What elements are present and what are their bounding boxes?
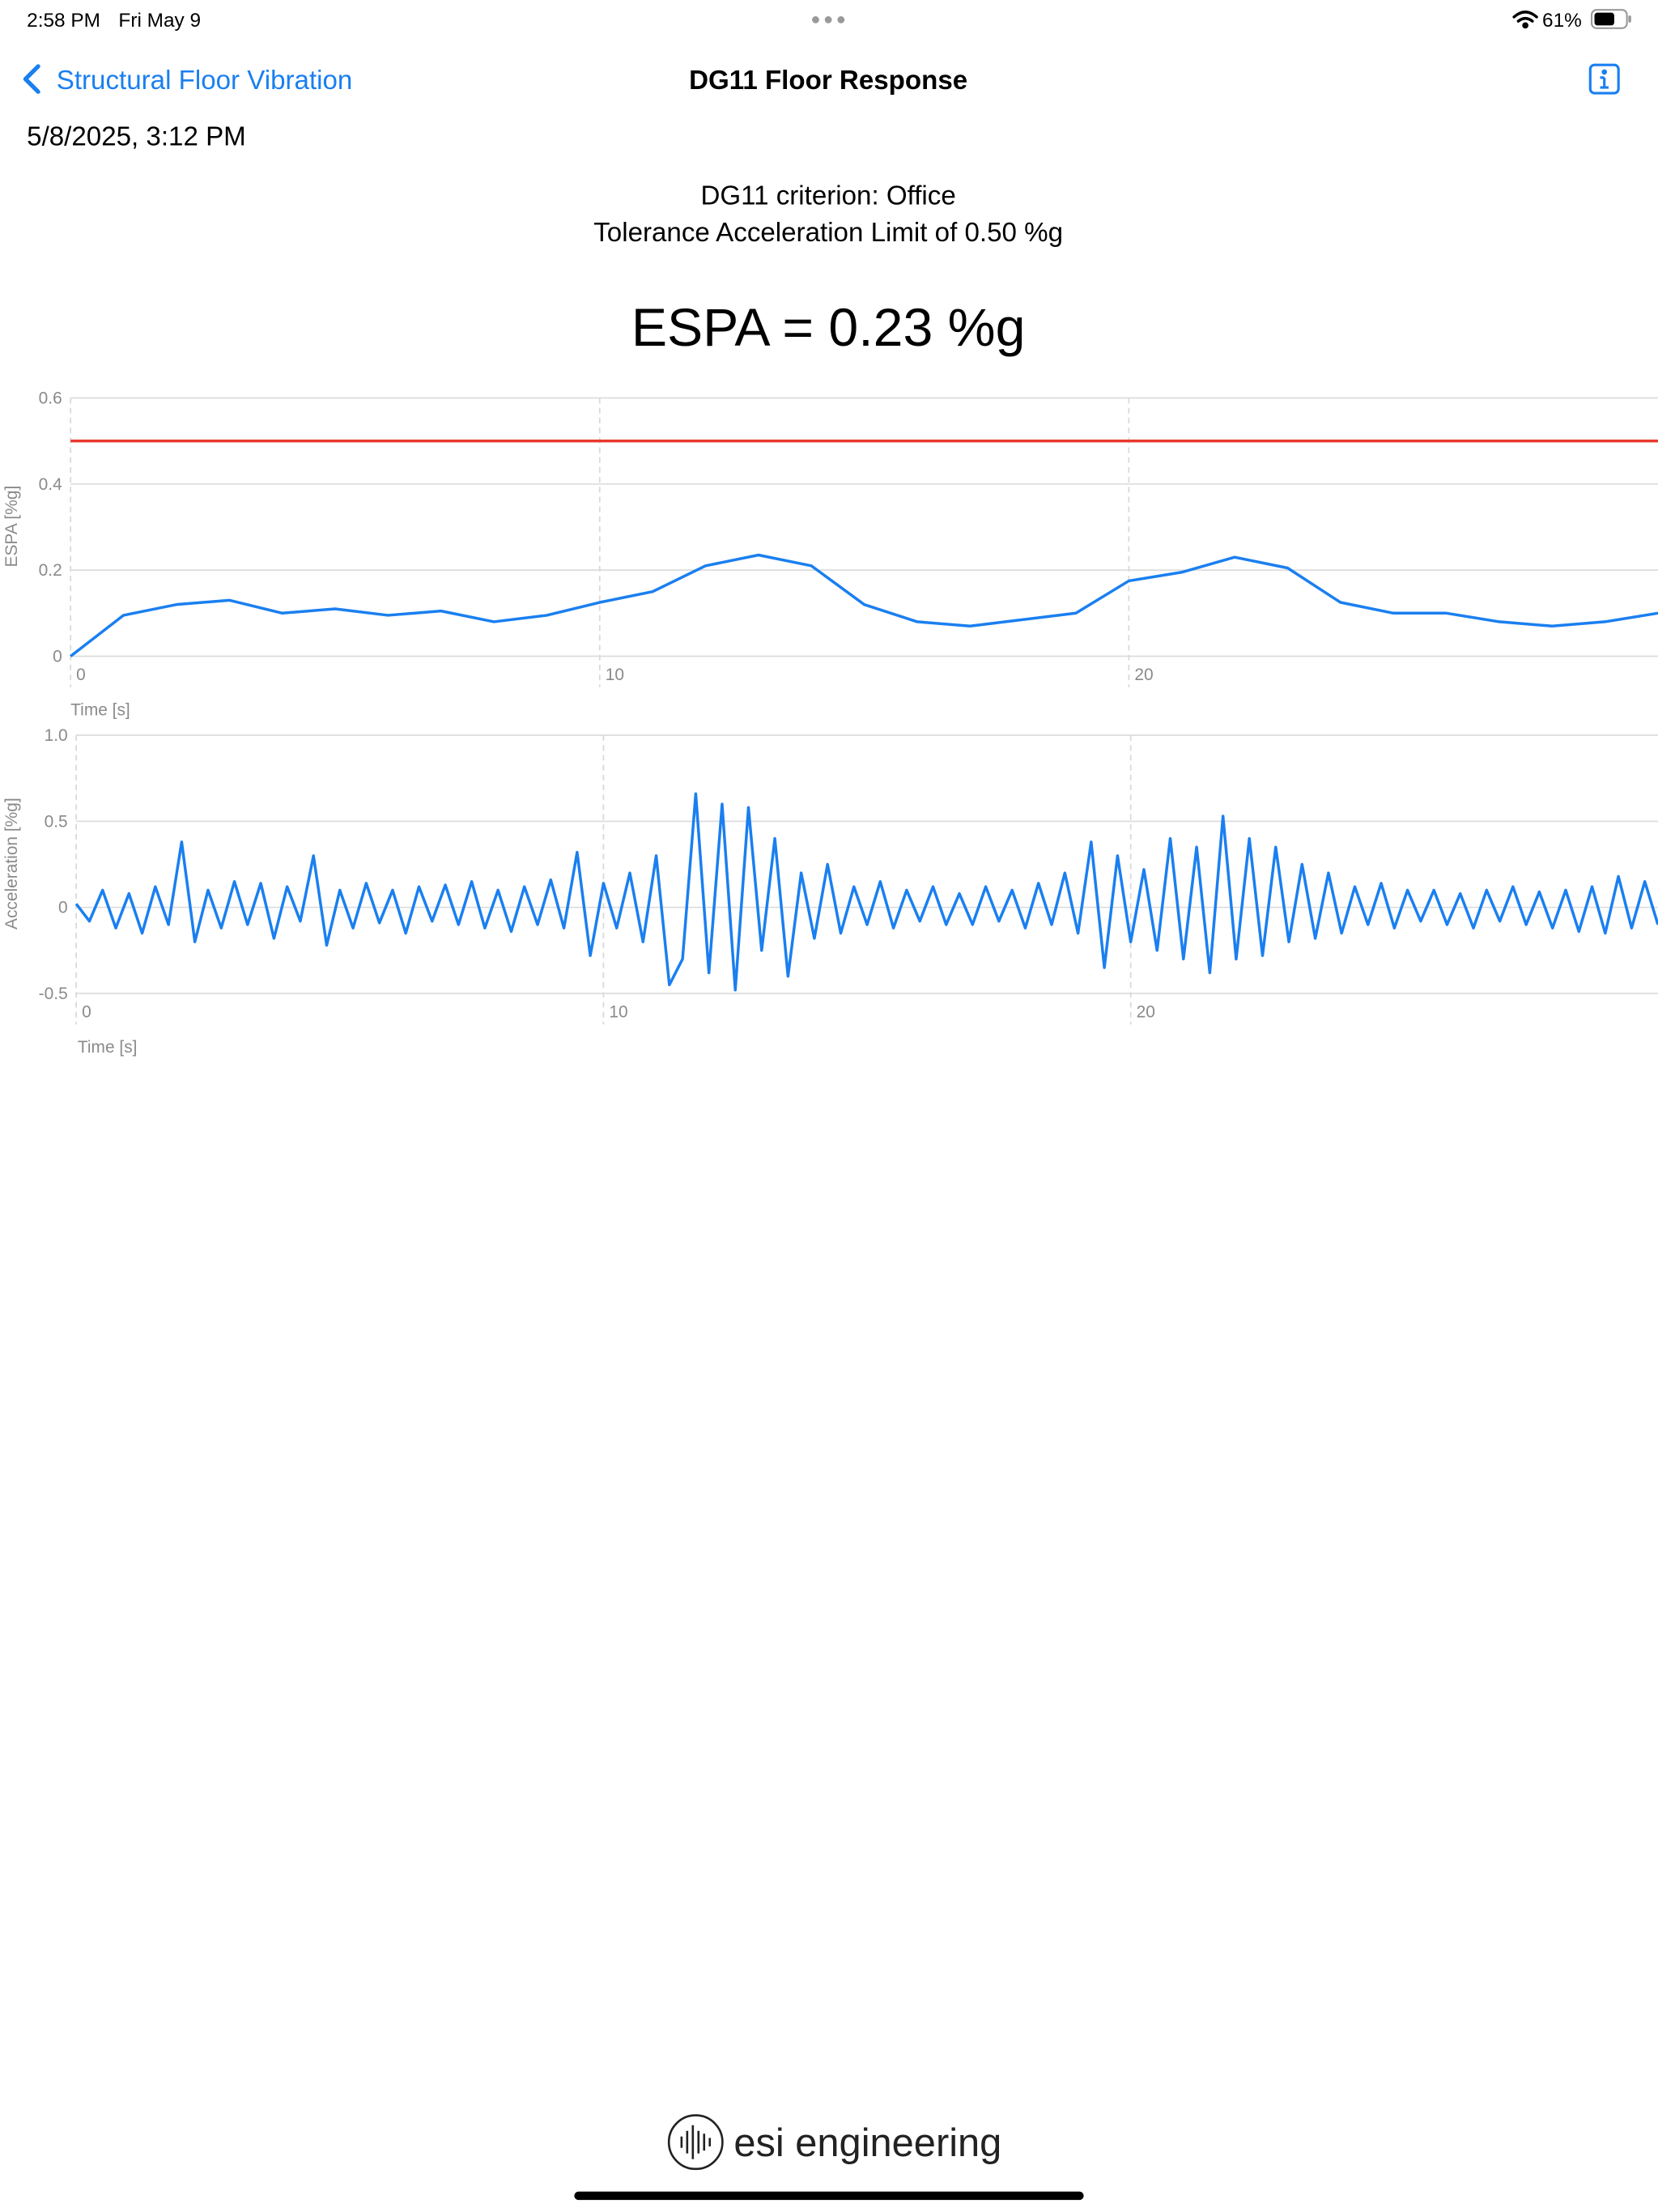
y-tick-label: 0 <box>53 647 62 666</box>
back-chevron[interactable] <box>23 64 40 94</box>
logo-icon <box>667 2114 724 2171</box>
info-button[interactable] <box>1588 63 1620 95</box>
logo-text: esi engineering <box>733 2121 1001 2165</box>
y-tick-label: 0.2 <box>39 561 62 580</box>
espa-value: ESPA = 0.23 %g <box>631 298 1026 358</box>
status-time: 2:58 PM <box>27 10 100 32</box>
y-tick-label: 0 <box>58 899 68 917</box>
x-axis-title: Time [s] <box>78 1038 138 1057</box>
y-axis-title: Acceleration [%g] <box>2 798 21 929</box>
x-tick-label: 10 <box>606 666 624 684</box>
wifi-icon <box>1512 11 1538 29</box>
back-button[interactable]: Structural Floor Vibration <box>57 66 353 96</box>
y-tick-label: 1.0 <box>45 726 68 745</box>
data-line <box>74 792 1658 992</box>
criterion: DG11 criterion: Office <box>700 181 955 211</box>
nav-title: DG11 Floor Response <box>689 66 967 96</box>
y-tick-label: -0.5 <box>39 985 68 1003</box>
y-tick-label: 0.4 <box>39 475 62 494</box>
battery-percent: 61% <box>1542 10 1582 32</box>
home-indicator <box>574 2191 1084 2201</box>
x-tick-label: 10 <box>609 1003 627 1022</box>
status-date: Fri May 9 <box>118 10 201 32</box>
data-line <box>70 553 1658 657</box>
x-tick-label: 0 <box>82 1003 91 1022</box>
y-axis-title: ESPA [%g] <box>2 486 21 568</box>
x-tick-label: 0 <box>76 666 86 684</box>
x-tick-label: 20 <box>1137 1003 1155 1022</box>
x-tick-label: 20 <box>1134 666 1153 684</box>
battery-icon <box>1590 9 1631 29</box>
x-axis-title: Time [s] <box>70 701 130 720</box>
multitask-dots <box>812 16 845 23</box>
tolerance-limit: Tolerance Acceleration Limit of 0.50 %g <box>593 218 1063 248</box>
timestamp: 5/8/2025, 3:12 PM <box>27 122 246 152</box>
y-tick-label: 0.5 <box>45 812 68 831</box>
y-tick-label: 0.6 <box>39 389 62 407</box>
